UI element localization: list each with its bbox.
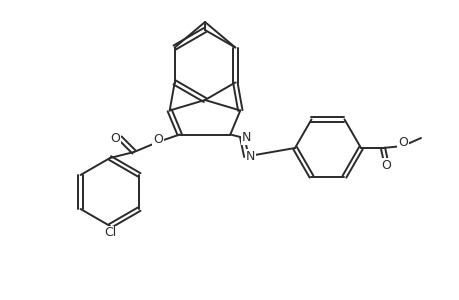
Text: O: O bbox=[380, 158, 390, 172]
Text: N: N bbox=[245, 150, 254, 163]
Text: O: O bbox=[397, 136, 407, 148]
Text: O: O bbox=[153, 133, 162, 146]
Text: N: N bbox=[241, 131, 251, 144]
Text: Cl: Cl bbox=[104, 226, 116, 239]
Text: O: O bbox=[110, 131, 120, 145]
